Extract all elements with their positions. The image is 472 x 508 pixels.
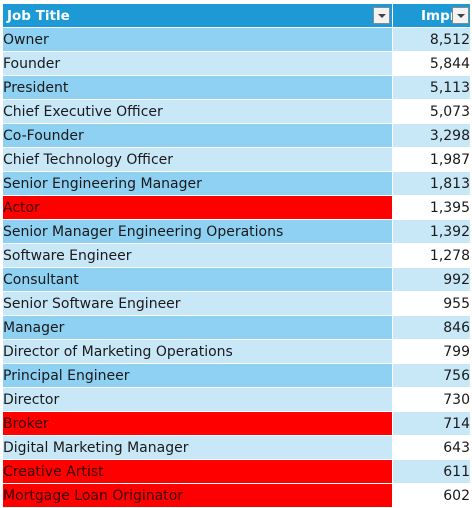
- job-title-header-label: Job Title: [7, 7, 70, 24]
- job-title-cell[interactable]: Owner: [2, 27, 393, 52]
- impr-value-cell[interactable]: 611: [392, 459, 471, 484]
- table-row: Mortgage Loan Originator 602: [2, 483, 471, 508]
- impr-value-cell[interactable]: 799: [392, 339, 471, 364]
- impr-value-cell[interactable]: 992: [392, 267, 471, 292]
- impr-filter-button[interactable]: [452, 7, 469, 24]
- job-title-cell[interactable]: Senior Software Engineer: [2, 291, 393, 316]
- job-title-cell[interactable]: Manager: [2, 315, 393, 340]
- job-title-cell[interactable]: Co-Founder: [2, 123, 393, 148]
- table-row: Co-Founder 3,298: [2, 123, 471, 148]
- table-row: Creative Artist 611: [2, 459, 471, 484]
- table-row: Manager 846: [2, 315, 471, 340]
- impr-value-cell[interactable]: 846: [392, 315, 471, 340]
- impr-value-cell[interactable]: 756: [392, 363, 471, 388]
- job-title-cell[interactable]: Director of Marketing Operations: [2, 339, 393, 364]
- job-title-cell[interactable]: President: [2, 75, 393, 100]
- table-body: Owner 8,512 Founder 5,844 President 5,113 Chie…: [2, 27, 471, 508]
- job-title-table: Job Title Impr Owner 8,512 Founder 5,844 Pre…: [2, 3, 471, 508]
- impr-value-cell[interactable]: 955: [392, 291, 471, 316]
- job-title-cell[interactable]: Chief Executive Officer: [2, 99, 393, 124]
- table-row: Chief Technology Officer 1,987: [2, 147, 471, 172]
- dropdown-arrow-icon: [456, 13, 465, 18]
- impr-value-cell[interactable]: 602: [392, 483, 471, 508]
- impr-value-cell[interactable]: 714: [392, 411, 471, 436]
- job-title-cell[interactable]: Senior Engineering Manager: [2, 171, 393, 196]
- table-row: President 5,113: [2, 75, 471, 100]
- table-row: Founder 5,844: [2, 51, 471, 76]
- impr-header-cell[interactable]: Impr: [392, 3, 471, 28]
- table-row: Broker 714: [2, 411, 471, 436]
- impr-value-cell[interactable]: 1,392: [392, 219, 471, 244]
- table-row: Director 730: [2, 387, 471, 412]
- impr-header-label: Impr: [421, 7, 457, 24]
- job-title-cell[interactable]: Broker: [2, 411, 393, 436]
- table-row: Senior Engineering Manager 1,813: [2, 171, 471, 196]
- table-row: Principal Engineer 756: [2, 363, 471, 388]
- impr-value-cell[interactable]: 1,278: [392, 243, 471, 268]
- impr-value-cell[interactable]: 643: [392, 435, 471, 460]
- table-row: Consultant 992: [2, 267, 471, 292]
- table-row: Senior Software Engineer 955: [2, 291, 471, 316]
- job-title-cell[interactable]: Senior Manager Engineering Operations: [2, 219, 393, 244]
- job-title-cell[interactable]: Principal Engineer: [2, 363, 393, 388]
- job-title-cell[interactable]: Creative Artist: [2, 459, 393, 484]
- job-title-filter-button[interactable]: [373, 7, 390, 24]
- job-title-cell[interactable]: Chief Technology Officer: [2, 147, 393, 172]
- job-title-cell[interactable]: Software Engineer: [2, 243, 393, 268]
- table-row: Software Engineer 1,278: [2, 243, 471, 268]
- table-row: Senior Manager Engineering Operations 1,3…: [2, 219, 471, 244]
- job-title-header-cell[interactable]: Job Title: [2, 3, 393, 28]
- impr-value-cell[interactable]: 1,813: [392, 171, 471, 196]
- header-row: Job Title Impr: [2, 3, 471, 28]
- impr-value-cell[interactable]: 5,844: [392, 51, 471, 76]
- impr-value-cell[interactable]: 730: [392, 387, 471, 412]
- job-title-cell[interactable]: Director: [2, 387, 393, 412]
- impr-value-cell[interactable]: 5,113: [392, 75, 471, 100]
- job-title-cell[interactable]: Consultant: [2, 267, 393, 292]
- impr-value-cell[interactable]: 8,512: [392, 27, 471, 52]
- table-row: Actor 1,395: [2, 195, 471, 220]
- job-title-cell[interactable]: Digital Marketing Manager: [2, 435, 393, 460]
- impr-value-cell[interactable]: 5,073: [392, 99, 471, 124]
- impr-value-cell[interactable]: 1,987: [392, 147, 471, 172]
- impr-value-cell[interactable]: 3,298: [392, 123, 471, 148]
- table-row: Digital Marketing Manager 643: [2, 435, 471, 460]
- dropdown-arrow-icon: [377, 13, 386, 18]
- job-title-cell[interactable]: Founder: [2, 51, 393, 76]
- table-row: Owner 8,512: [2, 27, 471, 52]
- table-row: Director of Marketing Operations 799: [2, 339, 471, 364]
- job-title-cell[interactable]: Mortgage Loan Originator: [2, 483, 393, 508]
- impr-value-cell[interactable]: 1,395: [392, 195, 471, 220]
- job-title-cell[interactable]: Actor: [2, 195, 393, 220]
- table-row: Chief Executive Officer 5,073: [2, 99, 471, 124]
